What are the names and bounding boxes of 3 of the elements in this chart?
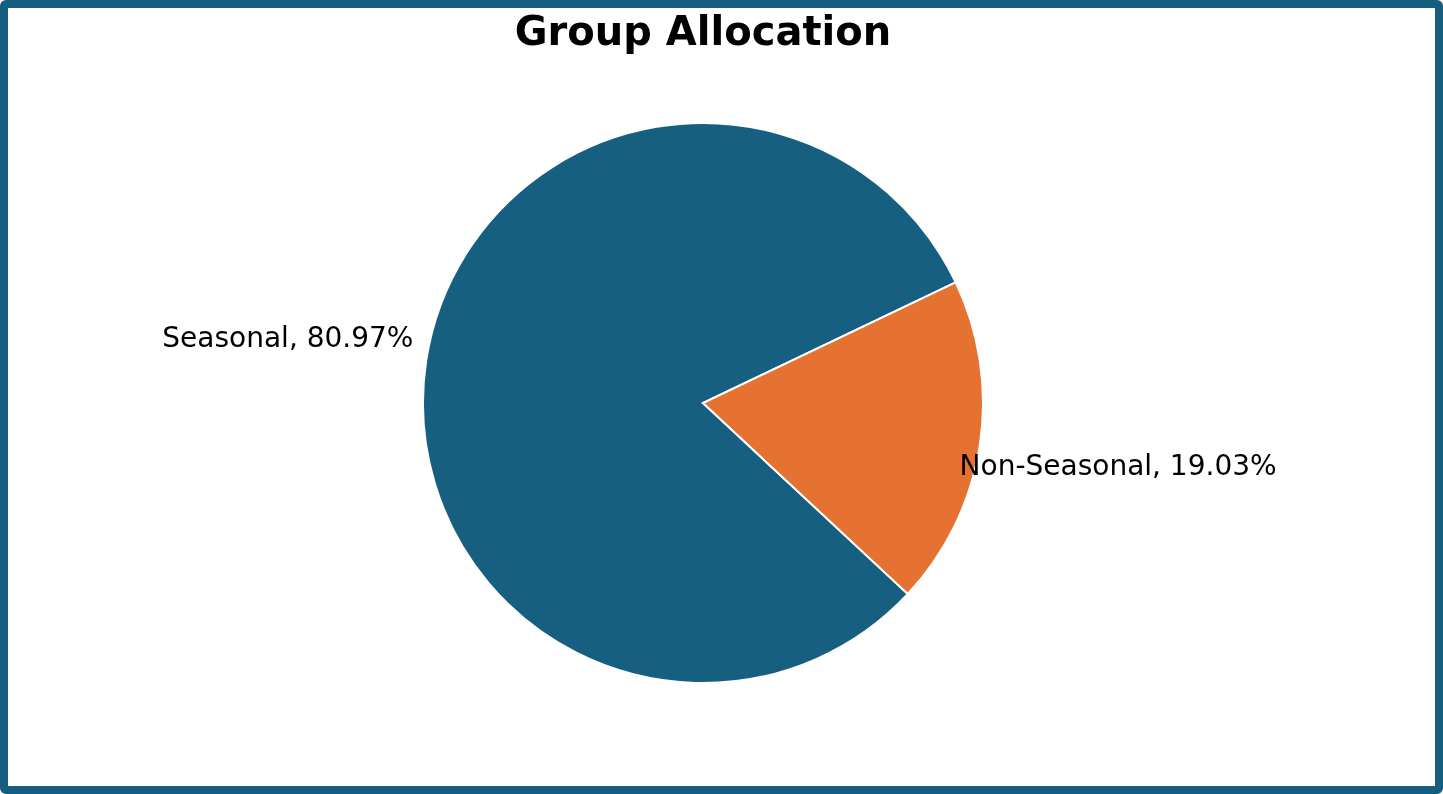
slice-label: Seasonal, 80.97% <box>162 321 414 355</box>
chart-title: Group Allocation <box>514 8 892 54</box>
pie-slice <box>422 122 957 684</box>
